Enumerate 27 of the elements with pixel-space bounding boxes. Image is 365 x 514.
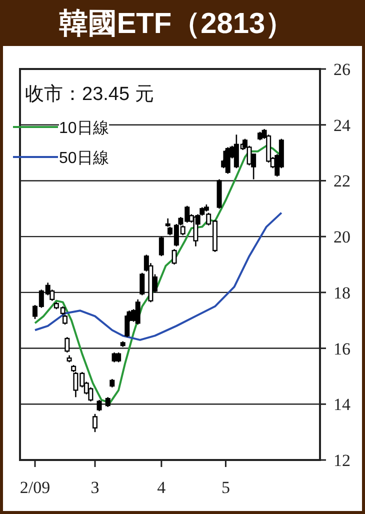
y-tick-label: 22	[334, 172, 350, 191]
legend-label: 10日線	[59, 120, 109, 137]
candlestick	[105, 396, 110, 408]
candlestick	[116, 352, 122, 363]
y-tick-label: 12	[334, 451, 350, 470]
x-tick-label: 2/09	[20, 478, 50, 497]
legend-label: 50日線	[59, 150, 109, 167]
candlestick	[172, 248, 177, 266]
y-tick-label: 20	[334, 228, 350, 247]
candlestick	[158, 236, 164, 257]
y-tick-label: 24	[334, 116, 351, 135]
y-tick-label: 18	[334, 283, 350, 302]
candlestick	[140, 272, 145, 296]
candlestick	[96, 399, 102, 412]
line-series	[34, 212, 282, 341]
y-tick-label: 14	[334, 395, 351, 414]
y-tick-label: 26	[334, 60, 350, 79]
x-tick-label: 4	[157, 478, 166, 497]
chart-title: 韓國ETF（2813）	[58, 8, 294, 40]
x-tick-label: 5	[221, 478, 230, 497]
candlestick	[225, 146, 230, 174]
candlestick	[92, 413, 98, 433]
annotation: 收市：23.45 元	[25, 83, 154, 105]
candlestick	[64, 336, 70, 354]
x-tick-label: 3	[90, 478, 100, 497]
y-tick-label: 16	[334, 339, 350, 358]
candlestick	[135, 298, 140, 326]
